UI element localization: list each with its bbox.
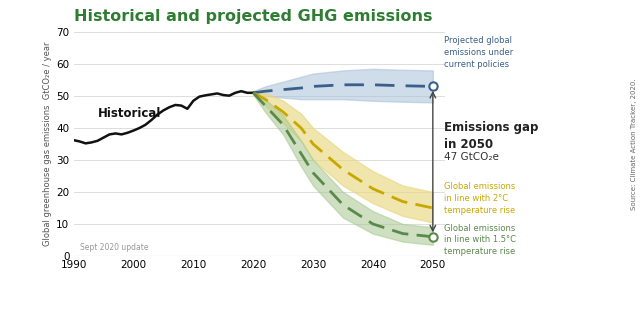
Text: Source: Climate Action Tracker, 2020.: Source: Climate Action Tracker, 2020. xyxy=(631,78,637,210)
Y-axis label: Global greenhouse gas emissions  GtCO₂e / year: Global greenhouse gas emissions GtCO₂e /… xyxy=(43,42,52,246)
Text: 47 GtCO₂e: 47 GtCO₂e xyxy=(444,152,499,162)
Text: Emissions gap
in 2050: Emissions gap in 2050 xyxy=(444,122,538,150)
Text: Historical and projected GHG emissions: Historical and projected GHG emissions xyxy=(74,9,432,24)
Text: Historical: Historical xyxy=(97,107,161,120)
Text: Sept 2020 update: Sept 2020 update xyxy=(79,243,148,252)
Text: Global emissions
in line with 2°C
temperature rise: Global emissions in line with 2°C temper… xyxy=(444,182,515,215)
Text: #Klimalog: #Klimalog xyxy=(19,289,122,307)
Text: Projected global
emissions under
current policies: Projected global emissions under current… xyxy=(444,36,513,69)
Text: Global emissions
in line with 1.5°C
temperature rise: Global emissions in line with 1.5°C temp… xyxy=(444,224,516,256)
